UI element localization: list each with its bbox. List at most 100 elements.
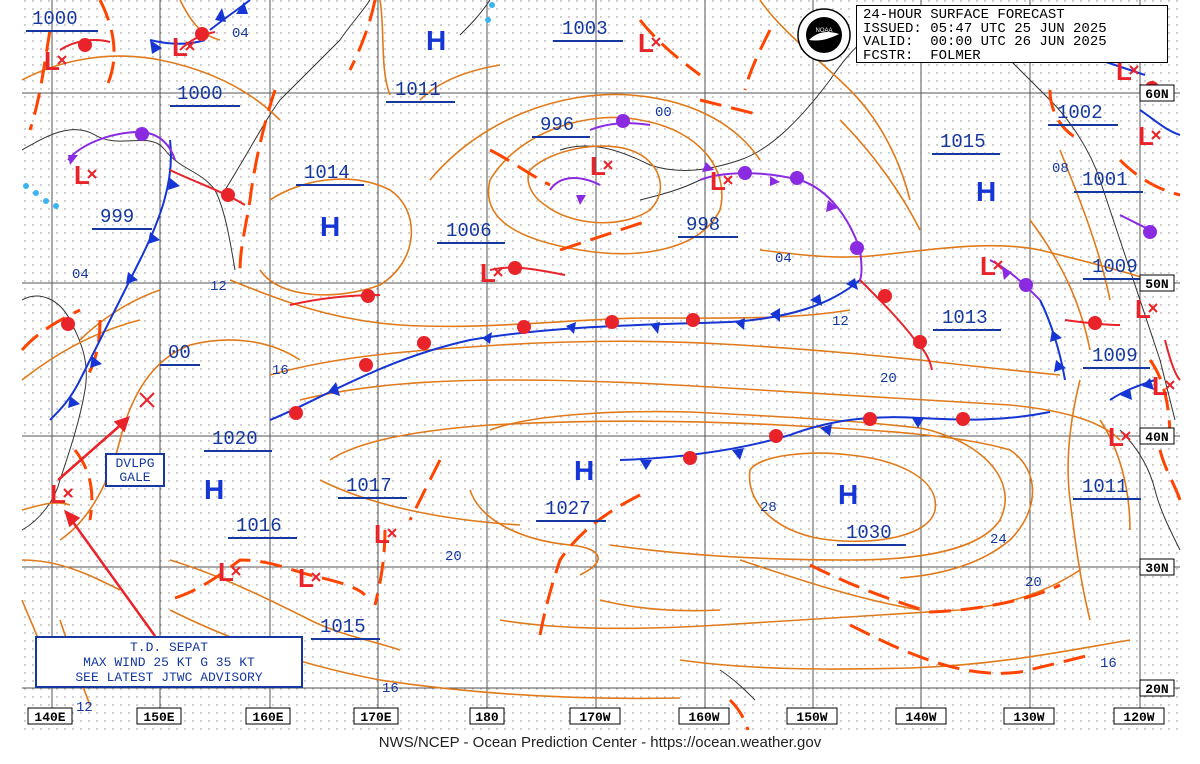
pressure-value: 996 (540, 114, 574, 136)
low-symbol: L (50, 479, 66, 509)
pressure-value: 1000 (177, 83, 223, 105)
low-symbols: L L L L L L L L L L L L L L L L L (44, 28, 1168, 593)
isobar-label: 20 (880, 371, 897, 387)
header-forecaster: FCSTR: FOLMER (863, 47, 981, 64)
isobar-label: 16 (382, 681, 399, 697)
low-symbol: L (638, 28, 654, 58)
pressure-value: 1013 (942, 307, 988, 329)
high-symbol: H (320, 211, 340, 242)
isobar-label: 08 (1052, 161, 1069, 177)
isobar-label: 12 (76, 700, 93, 716)
pressure-value: 1015 (940, 131, 986, 153)
pressure-value: 1030 (846, 522, 892, 544)
high-symbol: H (204, 474, 224, 505)
lon-label: 140E (34, 710, 65, 725)
lon-label: 130W (1013, 710, 1044, 725)
header-issued: ISSUED: 05:47 UTC 25 JUN 2025 (863, 20, 1107, 37)
lon-label: 160E (252, 710, 283, 725)
isobar-label: 20 (445, 549, 462, 565)
low-symbol: L (1135, 294, 1151, 324)
gale-annotation: DVLPG GALE (105, 453, 165, 487)
low-symbol: L (1138, 121, 1154, 151)
gale-label-line2: GALE (119, 470, 150, 485)
isobar-label: 00 (655, 105, 672, 121)
lon-label: 150E (143, 710, 174, 725)
pressure-value: 1017 (346, 475, 392, 497)
isobar-label: 12 (210, 279, 227, 295)
lon-label: 150W (796, 710, 827, 725)
pressure-value: 1011 (395, 79, 441, 101)
forecast-header: 24-HOUR SURFACE FORECAST ISSUED: 05:47 UT… (856, 5, 1168, 63)
low-symbol: L (172, 32, 188, 62)
header-title: 24-HOUR SURFACE FORECAST (863, 7, 1065, 23)
lat-label: 20N (1145, 682, 1168, 697)
lon-label: 170E (360, 710, 391, 725)
isobar-labels: 04 04 00 04 08 12 12 16 20 20 24 28 20 1… (72, 26, 1117, 716)
high-symbol: H (574, 455, 594, 486)
source-caption: NWS/NCEP - Ocean Prediction Center - htt… (378, 734, 822, 751)
isobar-label: 04 (72, 267, 89, 283)
low-symbol: L (74, 160, 90, 190)
lat-label: 40N (1145, 430, 1168, 445)
pressure-value: 999 (100, 206, 134, 228)
high-symbol: H (976, 176, 996, 207)
low-symbol: L (1152, 371, 1168, 401)
pressure-value: 1020 (212, 428, 258, 450)
pressure-value: 1009 (1092, 256, 1138, 278)
low-symbol: L (710, 166, 726, 196)
storm-wind: MAX WIND 25 KT G 35 KT (83, 655, 255, 670)
isobar-label: 24 (990, 532, 1007, 548)
low-symbol: L (298, 563, 314, 593)
lat-lon-dot-grid (22, 0, 1180, 730)
lon-label: 140W (905, 710, 936, 725)
pressure-value: 1006 (446, 220, 492, 242)
storm-advisory: SEE LATEST JTWC ADVISORY (75, 670, 262, 685)
high-symbols: H H H H H H (204, 25, 996, 510)
annotation-arrows (57, 416, 157, 637)
isobar-label: 28 (760, 500, 777, 516)
latitude-labels: 60N 50N 40N 30N 20N (1139, 84, 1175, 697)
pressure-value: 00 (168, 342, 191, 364)
isobar-label: 04 (775, 251, 792, 267)
lon-label: 160W (688, 710, 719, 725)
lon-label: 180 (475, 710, 499, 725)
pressure-value: 1011 (1082, 476, 1128, 498)
lon-label: 120W (1123, 710, 1154, 725)
cold-fronts (49, 0, 1181, 470)
pressure-value: 1016 (236, 515, 282, 537)
pressure-value: 1002 (1057, 102, 1103, 124)
lat-label: 30N (1145, 561, 1168, 576)
isobar-label: 16 (1100, 656, 1117, 672)
low-center-marks (57, 37, 1175, 582)
pressure-value: 1003 (562, 18, 608, 40)
low-symbol: L (218, 557, 234, 587)
noaa-logo-text: NOAA (815, 28, 832, 34)
pressure-value: 1015 (320, 616, 366, 638)
island-dots (23, 2, 495, 209)
gale-label-line1: DVLPG (115, 456, 154, 471)
low-symbol: L (590, 151, 606, 181)
lat-label: 60N (1145, 87, 1168, 102)
pressure-value: 1000 (32, 8, 78, 30)
low-symbol: L (1116, 56, 1132, 86)
low-symbol: L (374, 519, 390, 549)
warm-fronts (59, 27, 1181, 465)
pressure-value: 1001 (1082, 169, 1128, 191)
noaa-logo: NOAA (797, 8, 851, 62)
pressure-values: 1000 1000 999 1014 1011 1003 996 1006 99… (26, 8, 1150, 640)
high-symbol: H (838, 479, 858, 510)
storm-name: T.D. SEPAT (130, 640, 208, 655)
high-symbol: H (426, 25, 446, 56)
isobar-label: 04 (232, 26, 249, 42)
low-symbol: L (480, 258, 496, 288)
low-symbol: L (1108, 422, 1124, 452)
pressure-value: 1027 (545, 498, 591, 520)
isobars (21, 0, 1151, 706)
longitude-labels: 140E 150E 160E 170E 180 170W 160W 150W 1… (27, 707, 1165, 725)
storm-annotation: T.D. SEPAT MAX WIND 25 KT G 35 KT SEE LA… (35, 636, 303, 688)
isobar-label: 12 (832, 314, 849, 330)
header-valid: VALID: 00:00 UTC 26 JUN 2025 (863, 34, 1107, 50)
lon-label: 170W (579, 710, 610, 725)
troughs (20, 0, 1182, 731)
